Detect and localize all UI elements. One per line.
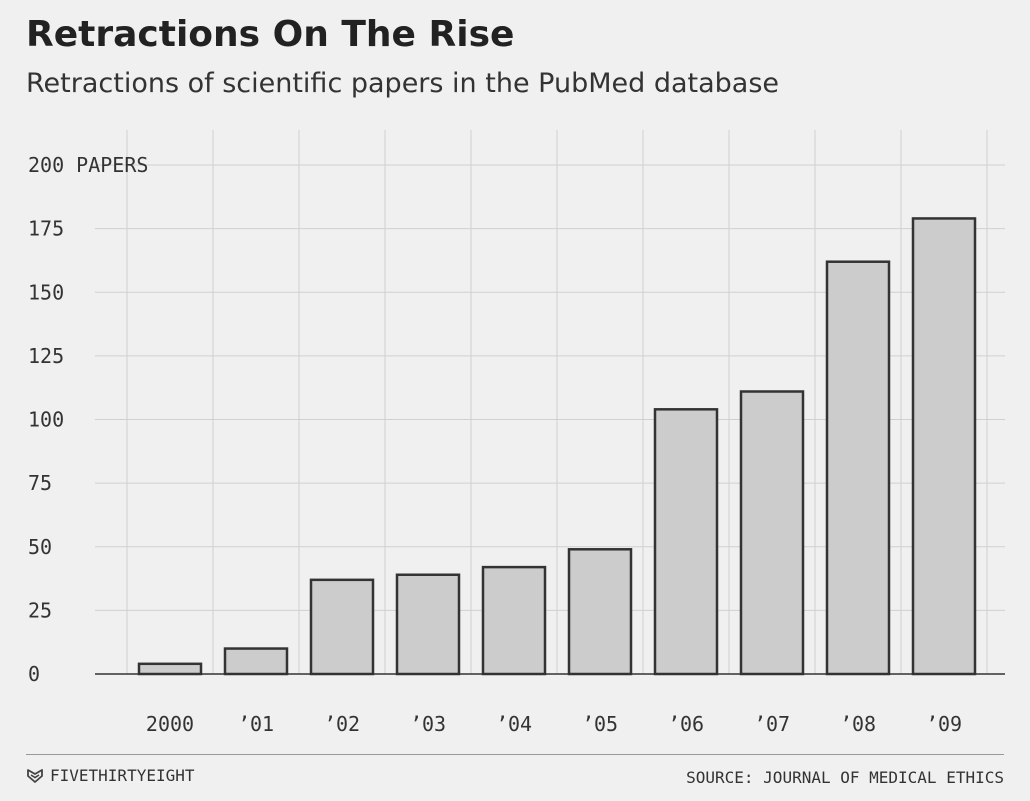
y-tick-label: 200 PAPERS <box>28 153 148 177</box>
bar-2000 <box>137 662 203 676</box>
bar-04 <box>481 565 547 676</box>
bar-chart: 0 25 50 75 100 125 150 175 200 PAPERS 2000 ’01 ’02… <box>28 130 1005 736</box>
bar-03 <box>395 573 461 676</box>
x-tick-label: ’07 <box>754 712 790 736</box>
x-tick-label: ’05 <box>582 712 618 736</box>
bar-09 <box>911 217 977 676</box>
brand-logo: FIVETHIRTYEIGHT <box>26 766 195 785</box>
bar-06 <box>653 408 719 676</box>
y-tick-label: 50 <box>28 535 52 559</box>
y-axis-ticks: 0 25 50 75 100 125 150 175 200 PAPERS <box>28 153 148 686</box>
x-tick-label: ’04 <box>496 712 532 736</box>
bar-05 <box>567 548 633 676</box>
footer-divider <box>26 754 1004 755</box>
x-tick-label: ’08 <box>840 712 876 736</box>
chart-title: Retractions On The Rise <box>26 14 515 55</box>
source-credit: SOURCE: JOURNAL OF MEDICAL ETHICS <box>686 768 1004 787</box>
x-tick-label: 2000 <box>146 712 194 736</box>
y-tick-label: 25 <box>28 598 52 622</box>
x-tick-label: ’06 <box>668 712 704 736</box>
y-tick-label: 175 <box>28 217 64 241</box>
bar-01 <box>223 647 289 676</box>
bar-08 <box>825 260 891 676</box>
brand-name: FIVETHIRTYEIGHT <box>50 766 195 785</box>
bar-07 <box>739 390 805 676</box>
y-tick-label: 75 <box>28 471 52 495</box>
x-tick-label: ’02 <box>324 712 360 736</box>
x-tick-label: ’03 <box>410 712 446 736</box>
x-axis-ticks: 2000 ’01 ’02 ’03 ’04 ’05 ’06 ’07 ’08 ’09 <box>146 712 962 736</box>
x-tick-label: ’01 <box>238 712 274 736</box>
y-tick-label: 125 <box>28 344 64 368</box>
bar-02 <box>309 578 375 676</box>
y-tick-label: 150 <box>28 280 64 304</box>
y-tick-label: 100 <box>28 408 64 432</box>
chart-subtitle: Retractions of scientific papers in the … <box>26 68 780 99</box>
fivethirtyeight-logo-icon <box>27 768 43 783</box>
x-tick-label: ’09 <box>926 712 962 736</box>
y-tick-label: 0 <box>28 662 40 686</box>
bars <box>137 217 977 676</box>
